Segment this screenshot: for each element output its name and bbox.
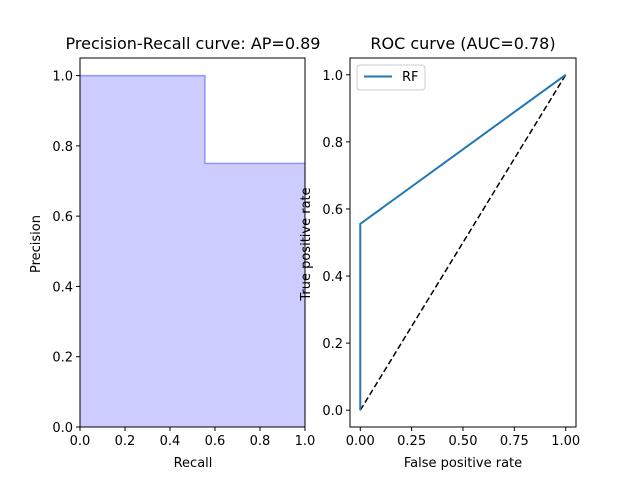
pr-area-fill — [80, 75, 305, 428]
roc-xtick-label-4: 1.00 — [551, 434, 580, 449]
roc-reference-line — [359, 74, 567, 411]
pr-ytick-label-2: 0.4 — [52, 280, 73, 295]
pr-xtick-label-0: 0.0 — [70, 434, 91, 449]
roc-line-rf — [359, 73, 567, 411]
roc-ytick-label-0: 0.0 — [322, 404, 343, 419]
roc-legend: RF — [356, 64, 426, 91]
pr-title: Precision-Recall curve: AP=0.89 — [66, 34, 321, 53]
roc-ytick-label-5: 1.0 — [322, 69, 343, 84]
roc-frame — [349, 57, 577, 428]
roc-ytick-label-1: 0.2 — [322, 337, 343, 352]
pr-xlabel: Recall — [174, 456, 213, 471]
legend-label-rf: RF — [402, 70, 419, 85]
pr-xtick-label-5: 1.0 — [295, 434, 316, 449]
roc-ytick-label-3: 0.6 — [322, 203, 343, 218]
roc-ytick-label-4: 0.8 — [322, 136, 343, 151]
pr-xtick-label-4: 0.8 — [250, 434, 271, 449]
roc-xtick-label-3: 0.75 — [500, 434, 529, 449]
pr-ytick-label-5: 1.0 — [52, 70, 73, 85]
pr-plot-area: 0.0 0.2 0.4 0.6 0.8 1.0 0.0 0.2 0.4 0.6 0.8 1.0 — [52, 57, 316, 449]
roc-ylabel: True positive rate — [299, 187, 314, 301]
pr-ytick-label-3: 0.6 — [52, 210, 73, 225]
precision-recall-chart: Precision-Recall curve: AP=0.89 0.0 0.2 0.… — [29, 34, 320, 471]
roc-xtick-label-0: 0.00 — [346, 434, 375, 449]
pr-xtick-label-2: 0.4 — [160, 434, 181, 449]
pr-ylabel: Precision — [29, 215, 44, 273]
roc-xtick-label-1: 0.25 — [397, 434, 426, 449]
pr-ytick-label-0: 0.0 — [52, 421, 73, 436]
roc-xtick-label-2: 0.50 — [449, 434, 478, 449]
pr-step-line — [80, 74, 305, 165]
roc-plot-area: 0.00 0.25 0.50 0.75 1.00 0.0 0.2 0.4 0.6 0.8 1.0 — [322, 57, 580, 449]
pr-xtick-label-3: 0.6 — [205, 434, 226, 449]
pr-ytick-label-1: 0.2 — [52, 351, 73, 366]
pr-frame — [79, 57, 306, 428]
roc-ytick-label-2: 0.4 — [322, 270, 343, 285]
roc-xlabel: False positive rate — [404, 456, 522, 471]
pr-ytick-label-4: 0.8 — [52, 140, 73, 155]
roc-chart: ROC curve (AUC=0.78) 0.00 0.25 0.50 0.75 1.0… — [299, 34, 580, 471]
roc-title: ROC curve (AUC=0.78) — [370, 34, 555, 53]
pr-xtick-label-1: 0.2 — [115, 434, 136, 449]
